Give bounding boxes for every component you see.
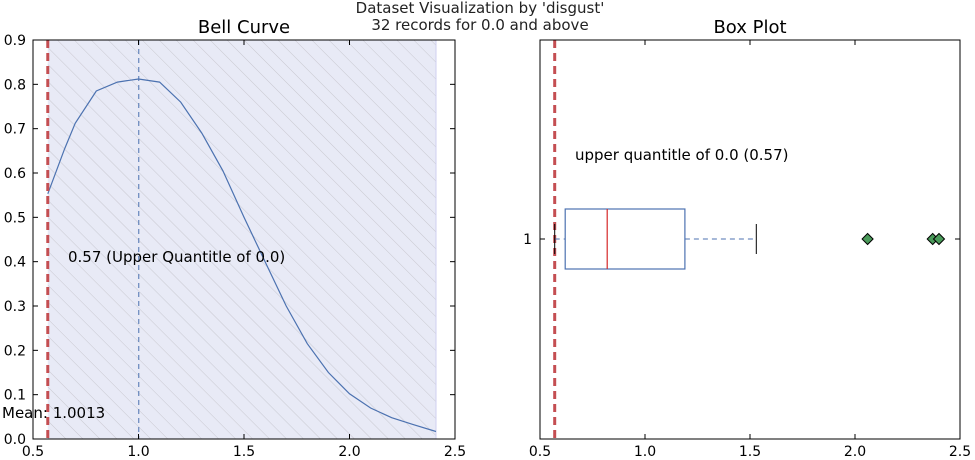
x-tick-label: 2.5 [949, 444, 971, 460]
x-tick-label: 1.0 [634, 444, 656, 460]
x-tick-label: 0.5 [529, 444, 551, 460]
bell-curve-line [47, 78, 437, 433]
y-tick-label: 0.7 [4, 122, 26, 138]
y-tick-label: 1 [523, 232, 532, 248]
box-plot-chart: 0.5 1.0 1.5 2.0 2.5 1 Box Plot upper quantitle … [523, 17, 971, 460]
x-tick-label: 1.5 [739, 444, 761, 460]
mean-annotation: Mean: 1.0013 [2, 404, 105, 422]
suptitle-line-2: 32 records for 0.0 and above [371, 16, 589, 34]
y-tick-label: 0.5 [4, 210, 26, 226]
y-tick-label: 0.3 [4, 299, 26, 315]
y-tick-label: 0.2 [4, 343, 26, 359]
y-tick-label: 0.6 [4, 166, 26, 182]
x-tick-label: 0.5 [22, 444, 44, 460]
y-tick-label: 0.1 [4, 388, 26, 404]
bell-curve-chart: 0.5 1.0 1.5 2.0 2.5 0.0 0.1 0.2 0.3 0.4 0.5 0.6 0.7 0… [2, 17, 466, 460]
outlier-point [932, 232, 946, 246]
y-tick-label: 0.8 [4, 77, 26, 93]
y-tick-label: 0.4 [4, 255, 26, 271]
quantile-annotation: 0.57 (Upper Quantitle of 0.0) [68, 248, 285, 266]
x-tick-label: 1.5 [233, 444, 255, 460]
chart-title: Bell Curve [198, 17, 290, 38]
x-tick-label: 2.0 [844, 444, 866, 460]
quantile-annotation: upper quantitle of 0.0 (0.57) [575, 146, 789, 164]
box-iqr [564, 208, 686, 270]
outlier-point [861, 232, 874, 246]
x-tick-label: 1.0 [127, 444, 149, 460]
y-tick-label: 0.9 [4, 33, 26, 49]
y-tick-label: 0.0 [4, 432, 26, 448]
x-tick-label: 2.0 [338, 444, 360, 460]
chart-title: Box Plot [713, 17, 786, 38]
shaded-region-hatch [47, 40, 437, 439]
x-tick-label: 2.5 [444, 444, 466, 460]
figure-suptitle: Dataset Visualization by 'disgust' 32 re… [0, 0, 960, 34]
suptitle-line-1: Dataset Visualization by 'disgust' [355, 0, 605, 17]
